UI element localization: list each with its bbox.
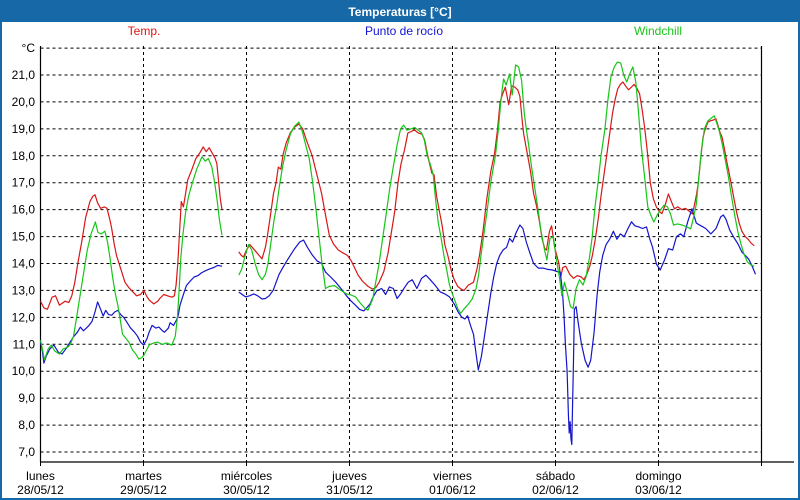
x-day-name-label: jueves — [331, 469, 367, 483]
x-day-name-label: miércoles — [221, 469, 272, 483]
y-tick-label: 17,0 — [12, 176, 36, 190]
y-tick-label: 16,0 — [12, 203, 36, 217]
temp-series-line — [238, 81, 755, 291]
y-tick-label: 10,0 — [12, 364, 36, 378]
x-day-date-label: 31/05/12 — [326, 483, 373, 497]
y-axis-unit-label: °C — [22, 41, 36, 55]
y-tick-label: 19,0 — [12, 122, 36, 136]
title-bar: Temperaturas [°C] — [2, 2, 798, 22]
y-tick-label: 12,0 — [12, 310, 36, 324]
y-tick-label: 15,0 — [12, 230, 36, 244]
windchill-series-line — [39, 156, 223, 361]
y-tick-label: 14,0 — [12, 257, 36, 271]
x-day-date-label: 03/06/12 — [635, 483, 682, 497]
x-day-name-label: lunes — [26, 469, 55, 483]
chart-legend: Temp. Punto de rocío Windchill — [2, 24, 798, 42]
x-day-name-label: domingo — [635, 469, 681, 483]
legend-item-windchill: Windchill — [633, 24, 683, 38]
y-tick-label: 13,0 — [12, 283, 36, 297]
x-day-date-label: 28/05/12 — [17, 483, 64, 497]
x-day-date-label: 30/05/12 — [223, 483, 270, 497]
x-day-date-label: 02/06/12 — [532, 483, 579, 497]
x-day-date-label: 01/06/12 — [429, 483, 476, 497]
x-day-name-label: martes — [125, 469, 162, 483]
y-tick-label: 20,0 — [12, 95, 36, 109]
window-title: Temperaturas [°C] — [348, 5, 452, 19]
y-tick-label: 8,0 — [18, 418, 35, 432]
dew-point-series-line — [238, 208, 757, 446]
y-tick-label: 11,0 — [13, 337, 36, 351]
temp-series-line — [39, 146, 223, 310]
x-day-date-label: 29/05/12 — [120, 483, 167, 497]
y-tick-label: 21,0 — [12, 68, 36, 82]
legend-item-dew-point: Punto de rocío — [364, 24, 444, 38]
x-day-name-label: viernes — [433, 469, 472, 483]
x-day-name-label: sábado — [536, 469, 576, 483]
y-tick-label: 7,0 — [18, 445, 35, 459]
y-tick-label: 9,0 — [18, 391, 35, 405]
windchill-series-line — [238, 61, 755, 314]
legend-item-temp: Temp. — [127, 24, 161, 38]
y-tick-label: 18,0 — [12, 149, 36, 163]
